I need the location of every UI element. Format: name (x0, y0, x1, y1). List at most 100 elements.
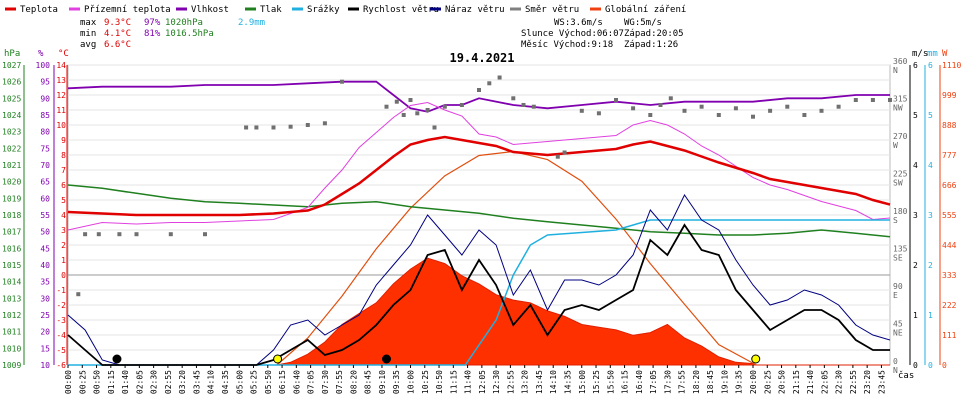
legend-label: Rychlost větru (363, 5, 439, 15)
dir-tick-value: 270 (893, 132, 908, 141)
stats-max-label: max (80, 18, 97, 28)
wind-direction-point (648, 113, 653, 117)
wind-direction-point (254, 125, 259, 130)
x-tick-label: 07:55 (335, 370, 344, 394)
x-tick-label: 15:50 (606, 370, 615, 394)
x-tick-label: 23:45 (877, 370, 886, 394)
x-tick-label: 18:20 (692, 370, 701, 394)
x-tick-label: 09:35 (392, 370, 401, 394)
wind-direction-point (203, 232, 207, 237)
mm-tick-label: 3 (928, 211, 933, 220)
x-tick-label: 08:45 (364, 370, 373, 394)
wind-direction-point (459, 103, 464, 107)
wind-direction-point (408, 98, 413, 102)
hpa-tick-label: 1024 (2, 111, 21, 120)
wind-direction-point (562, 150, 567, 155)
pct-tick-label: 55 (40, 211, 50, 220)
temp-tick-label: 4 (61, 211, 66, 220)
dir-tick-label: NW (893, 104, 903, 113)
w-tick-label: 777 (942, 151, 957, 160)
x-tick-label: 19:35 (735, 370, 744, 394)
wind-direction-point (394, 99, 399, 104)
unit-pct: % (38, 49, 44, 59)
x-tick-label: 12:30 (492, 370, 501, 394)
wind-direction-point (415, 111, 420, 116)
pct-tick-label: 15 (40, 344, 50, 353)
unit-w: W (942, 49, 948, 59)
w-tick-label: 555 (942, 211, 957, 220)
hpa-tick-label: 1023 (2, 128, 21, 137)
x-tick-label: 03:20 (178, 370, 187, 394)
x-tick-label: 02:05 (135, 370, 144, 394)
sunrise-marker (273, 354, 283, 364)
dir-tick-value: 90 (893, 282, 903, 291)
unit-temp: °C (58, 49, 69, 59)
dir-tick-label: S (893, 216, 898, 225)
wind-direction-point (785, 104, 790, 109)
hpa-tick-label: 1025 (2, 94, 21, 103)
mm-tick-label: 5 (928, 111, 933, 120)
x-tick-label: 06:15 (278, 370, 287, 394)
mm-tick-label: 2 (928, 261, 933, 270)
x-tick-label: 14:10 (549, 370, 558, 394)
dir-tick-value: 0 (893, 357, 898, 366)
x-tick-label: 01:40 (121, 370, 130, 394)
wind-direction-point (658, 103, 663, 107)
dir-tick-label: SW (893, 179, 903, 188)
x-tick-label: 05:50 (264, 370, 273, 394)
temp-tick-label: 13 (56, 76, 66, 85)
w-tick-label: 999 (942, 91, 957, 100)
stats-avg-label: avg (80, 40, 96, 50)
x-tick-label: 13:20 (521, 370, 530, 394)
w-tick-label: 0 (942, 361, 947, 370)
wind-direction-point (384, 104, 389, 109)
info-moon-set: Západ:1:26 (624, 40, 678, 50)
precipitation-line (68, 219, 890, 366)
hpa-tick-label: 1014 (2, 278, 21, 287)
temp-tick-label: 12 (56, 91, 66, 100)
pct-tick-label: 80 (40, 128, 50, 137)
x-tick-label: 10:25 (421, 370, 430, 394)
stats-avg-temp: 6.6°C (104, 40, 131, 50)
x-tick-label: 12:55 (506, 370, 515, 394)
ms-tick-label: 4 (913, 161, 918, 170)
wind-direction-point (96, 232, 101, 237)
x-tick-label: 04:10 (207, 370, 216, 394)
dir-tick-value: 360 (893, 57, 908, 66)
pct-tick-label: 100 (36, 61, 51, 70)
pct-tick-label: 50 (40, 228, 50, 237)
legend-label: Tlak (260, 5, 282, 15)
temp-tick-label: -2 (56, 301, 66, 310)
x-tick-label: 00:25 (78, 370, 87, 394)
pct-tick-label: 90 (40, 94, 50, 103)
wind-direction-point (631, 106, 636, 111)
ms-tick-label: 0 (913, 361, 918, 370)
x-tick-label: 08:20 (349, 370, 358, 394)
pressure-line (67, 184, 891, 238)
wind-direction-point (322, 121, 327, 126)
pct-tick-label: 35 (40, 278, 50, 287)
wind-direction-point (802, 113, 807, 117)
legend-label: Srážky (307, 5, 340, 15)
radiation-area (68, 257, 890, 366)
chart-title: 19.4.2021 (449, 51, 514, 65)
pct-tick-label: 85 (40, 111, 50, 120)
pct-tick-label: 20 (40, 328, 50, 337)
hpa-tick-label: 1017 (2, 228, 21, 237)
ms-tick-label: 3 (913, 211, 918, 220)
unit-ms: m/s (912, 49, 928, 59)
hpa-tick-label: 1021 (2, 161, 21, 170)
temp-tick-label: 0 (61, 271, 66, 280)
w-tick-label: 888 (942, 121, 957, 130)
wind-direction-point (134, 232, 139, 237)
wind-direction-point (853, 98, 858, 102)
temp-tick-label: 7 (61, 166, 66, 175)
legend-label: Směr větru (525, 5, 579, 15)
moonset-marker (112, 354, 122, 364)
mm-tick-label: 4 (928, 161, 933, 170)
temp-tick-label: 1 (61, 256, 66, 265)
wind-direction-point (487, 81, 492, 86)
unit-hpa: hPa (4, 49, 20, 59)
wind-direction-point (76, 292, 81, 297)
wind-direction-point (614, 98, 618, 102)
